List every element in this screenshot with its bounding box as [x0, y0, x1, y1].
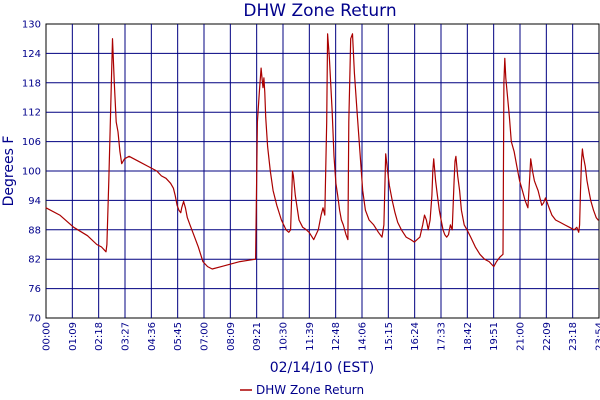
series-line-dhw-zone-return	[45, 33, 599, 270]
x-tick-label: 10:30	[279, 322, 290, 351]
y-tick-label: 124	[22, 49, 41, 60]
x-tick-label: 18:42	[463, 322, 474, 351]
y-tick-label: 118	[22, 78, 41, 89]
y-tick-label: 112	[22, 108, 41, 119]
x-tick-label: 21:00	[516, 322, 527, 351]
y-tick-label: 106	[22, 137, 41, 148]
x-axis-label: 02/14/10 (EST)	[270, 360, 375, 376]
y-tick-label: 76	[28, 284, 41, 295]
plot-area	[45, 23, 600, 319]
y-tick-label: 70	[28, 314, 41, 325]
y-axis-label: Degrees F	[1, 136, 17, 207]
x-tick-label: 07:00	[200, 322, 211, 351]
x-tick-label: 09:21	[252, 322, 263, 351]
x-tick-label: 14:06	[358, 322, 369, 351]
y-axis-ticks: 70 76 82 88 94 100 106 112 118 124 130	[22, 20, 41, 325]
x-tick-label: 23:18	[568, 322, 579, 351]
y-tick-label: 94	[28, 196, 41, 207]
x-tick-label: 19:51	[489, 322, 500, 351]
y-tick-label: 100	[22, 167, 41, 178]
x-tick-label: 00:00	[42, 322, 53, 351]
x-tick-label: 17:33	[437, 322, 448, 351]
legend: DHW Zone Return	[240, 383, 364, 397]
x-tick-label: 04:36	[147, 322, 158, 351]
x-tick-label: 02:18	[94, 322, 105, 351]
x-axis-ticks: 00:00 01:09 02:18 03:27 04:36 05:45 07:00 08:09…	[42, 322, 600, 351]
x-tick-label: 12:48	[331, 322, 342, 351]
x-tick-label: 22:09	[542, 322, 553, 351]
x-tick-label: 23:54	[595, 322, 600, 351]
grid-lines	[46, 24, 599, 318]
x-tick-label: 08:09	[226, 322, 237, 351]
x-tick-label: 16:24	[410, 322, 421, 351]
y-tick-label: 82	[28, 255, 41, 266]
x-tick-label: 03:27	[121, 322, 132, 351]
x-tick-label: 11:39	[305, 322, 316, 351]
chart-title: DHW Zone Return	[243, 1, 396, 21]
y-tick-label: 88	[28, 225, 41, 236]
legend-label: DHW Zone Return	[256, 383, 364, 397]
y-tick-label: 130	[22, 20, 41, 31]
x-tick-label: 01:09	[68, 322, 79, 351]
x-tick-label: 15:15	[384, 322, 395, 351]
x-tick-label: 05:45	[173, 322, 184, 351]
